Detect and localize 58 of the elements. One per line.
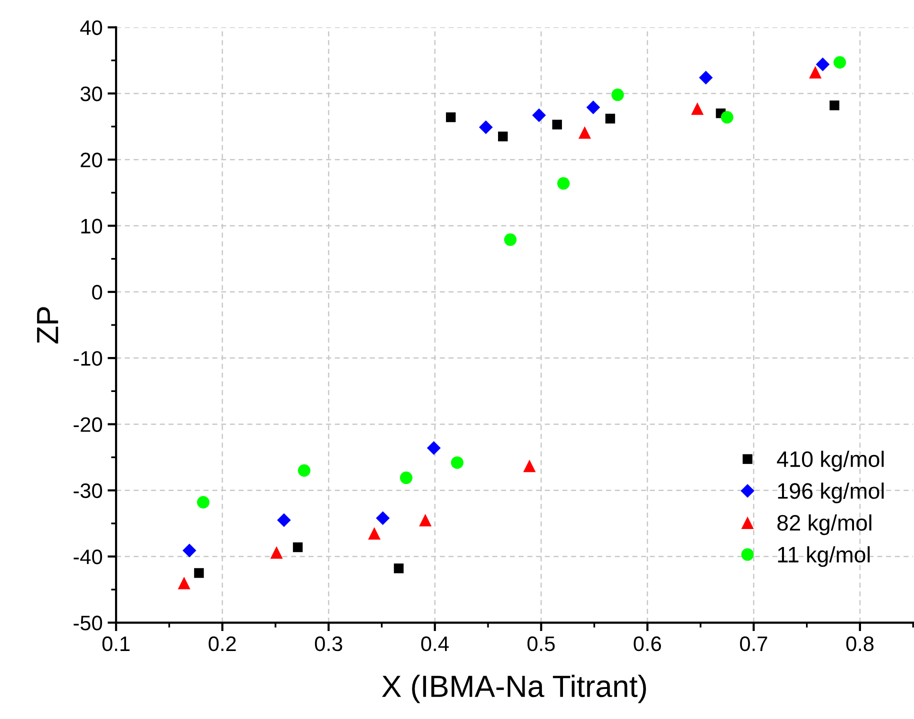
point [816, 57, 830, 72]
point [698, 70, 713, 84]
legend-label: 410 kg/mol [776, 450, 884, 472]
legend-label: 196 kg/mol [778, 482, 884, 504]
point [196, 496, 210, 509]
point [446, 112, 456, 122]
point [426, 441, 441, 455]
y-tick-label: 20 [80, 152, 102, 168]
point [586, 100, 600, 114]
y-tick-label: 30 [80, 86, 102, 102]
point [691, 102, 704, 115]
y-tick-label: -30 [74, 483, 102, 498]
y-axis-title: ZP [37, 307, 58, 344]
point [182, 544, 196, 558]
x-tick-label: 0.3 [314, 636, 342, 652]
x-tick-label: 0.4 [421, 636, 449, 652]
point [523, 460, 536, 472]
point [834, 56, 846, 69]
x-tick-label: 0.2 [208, 636, 236, 652]
point [504, 233, 517, 246]
point [178, 576, 190, 590]
y-tick-label: -10 [74, 351, 102, 366]
y-tick-label: 0 [92, 284, 102, 300]
point [376, 511, 390, 526]
x-tick-label: 0.1 [102, 636, 130, 652]
x-tick-label: 0.8 [846, 636, 874, 652]
point [552, 120, 562, 130]
y-tick-label: 40 [80, 20, 102, 36]
point [557, 177, 570, 190]
point [809, 66, 822, 79]
point [578, 126, 591, 139]
point [450, 456, 464, 469]
y-tick-label: 10 [81, 218, 102, 234]
point [479, 120, 493, 134]
point [720, 111, 734, 124]
legend-label: 82 kg/mol [777, 514, 872, 536]
point [298, 464, 310, 477]
y-tick-label: -40 [74, 550, 102, 564]
point [292, 542, 303, 552]
point [605, 114, 616, 124]
point [419, 514, 432, 526]
point [277, 513, 291, 527]
x-tick-label: 0.6 [634, 636, 661, 652]
point [830, 100, 840, 110]
y-tick-label: -50 [74, 616, 102, 630]
y-tick-label: -20 [74, 417, 102, 432]
point [611, 88, 624, 102]
x-tick-label: 0.7 [740, 636, 768, 652]
point [400, 472, 412, 484]
legend-label: 11 kg/mol [778, 546, 870, 567]
point [394, 564, 404, 574]
point [498, 132, 508, 142]
point [194, 568, 204, 578]
x-tick-label: 0.5 [527, 636, 555, 652]
x-axis-title: X (IBMA-Na Titrant) [382, 674, 646, 704]
point [532, 108, 546, 122]
point [368, 527, 381, 540]
point [270, 546, 283, 559]
